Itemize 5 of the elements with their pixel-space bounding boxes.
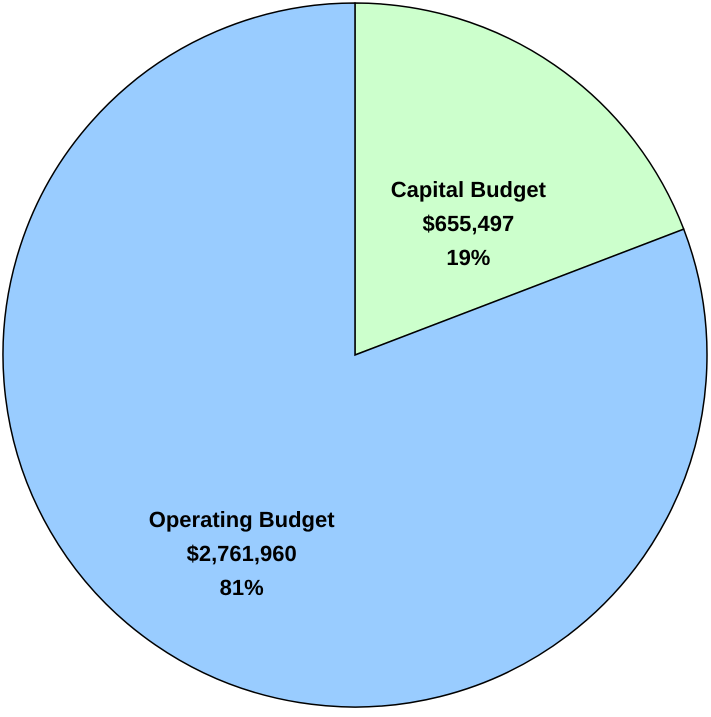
pie-slice <box>2 2 708 708</box>
data-label: $2,761,960 81% <box>186 540 297 600</box>
slice-label: Capital Budget <box>390 177 547 202</box>
data-label: $655,497 19% <box>422 211 514 270</box>
slice-label: Operating Budget <box>148 506 336 532</box>
